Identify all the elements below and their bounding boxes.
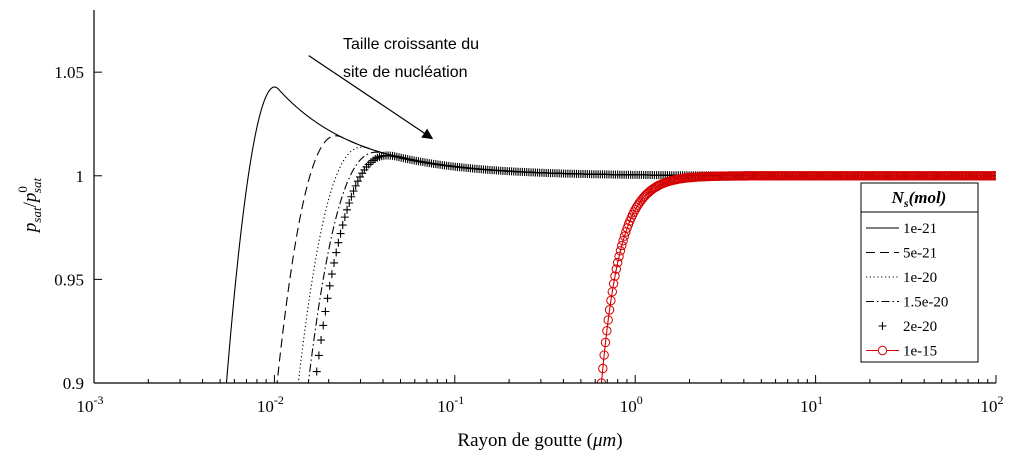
- series-marker: [351, 181, 360, 190]
- series-marker: [356, 172, 365, 181]
- legend-item: 2e-20: [878, 319, 937, 335]
- series-marker: [990, 171, 996, 181]
- series-marker: [598, 363, 608, 374]
- series-marker: [630, 204, 640, 215]
- legend-item: 1e-21: [866, 221, 937, 237]
- series-marker: [321, 307, 330, 316]
- legend-label: 1e-20: [903, 270, 937, 286]
- legend: Ns(mol) 1e-21 5e-21 1e-20 1.5e-20 2e-20 1e-15: [860, 182, 979, 363]
- x-axis-label: Rayon de goutte (μm): [457, 430, 622, 451]
- series-marker: [618, 236, 628, 246]
- legend-title: Ns(mol): [891, 188, 947, 210]
- legend-label: 2e-20: [903, 319, 937, 335]
- legend-items: 1e-21 5e-21 1e-20 1.5e-20 2e-20 1e-15: [866, 221, 948, 360]
- y-tick-label: 0.9: [63, 374, 84, 393]
- series-marker: [327, 270, 336, 279]
- series-marker: [606, 295, 616, 306]
- series-marker: [334, 238, 343, 247]
- series-marker: [599, 350, 609, 360]
- x-tick-label: 10-3: [77, 393, 104, 416]
- series-marker: [353, 177, 362, 186]
- series-marker: [610, 271, 620, 281]
- series-marker: [314, 351, 323, 360]
- series-marker: [611, 264, 622, 274]
- series-marker: [317, 336, 326, 345]
- legend-item: 1e-15: [866, 344, 937, 360]
- series-marker: [325, 281, 334, 290]
- legend-label: 1e-21: [903, 221, 937, 237]
- series-marker: [603, 315, 613, 325]
- y-tick-label: 0.95: [54, 270, 84, 289]
- series-marker: [617, 240, 627, 251]
- y-tick-label: 1.05: [54, 63, 84, 82]
- series-marker: [340, 213, 349, 222]
- series-marker: [343, 205, 352, 214]
- series-marker: [349, 187, 358, 196]
- series-marker: [312, 367, 321, 376]
- series-1e-15: [596, 171, 996, 383]
- legend-label: 1e-15: [903, 344, 937, 360]
- series-marker: [319, 321, 328, 330]
- series-marker: [345, 198, 354, 207]
- x-tick-label: 101: [800, 393, 823, 416]
- series-marker: [600, 337, 611, 348]
- annotation-line-1: Taille croissante du: [343, 36, 479, 53]
- series-marker: [308, 402, 316, 410]
- x-tick-label: 100: [620, 393, 643, 416]
- annotation-line-2: site de nucléation: [343, 64, 468, 81]
- x-tick-label: 10-2: [257, 393, 284, 416]
- series-marker: [615, 246, 626, 256]
- series-marker: [614, 251, 624, 262]
- legend-box: [860, 182, 979, 363]
- annotation-arrow: [308, 55, 434, 140]
- legend-item: 1e-20: [866, 270, 937, 286]
- series-marker: [619, 231, 630, 241]
- legend-label: 1.5e-20: [903, 295, 948, 311]
- legend-item: 1.5e-20: [866, 295, 948, 311]
- series-line: [600, 175, 996, 383]
- series-marker: [311, 384, 319, 392]
- series-marker: [612, 257, 623, 268]
- x-tick-label: 10-1: [437, 393, 464, 416]
- legend-swatch-marker: [877, 345, 888, 356]
- series-marker: [629, 207, 639, 217]
- series-marker: [347, 192, 356, 201]
- legend-label: 5e-21: [903, 246, 937, 262]
- y-axis-label: psat/p0sat: [15, 178, 44, 235]
- series-marker: [336, 229, 345, 238]
- series-marker: [604, 305, 615, 315]
- y-tick-label: 1: [76, 167, 85, 186]
- series-marker: [375, 152, 384, 161]
- series-marker: [332, 248, 341, 257]
- series-marker: [323, 294, 332, 303]
- series-marker: [608, 278, 619, 289]
- legend-swatch: [878, 322, 887, 330]
- series-marker: [306, 420, 314, 428]
- series-layer: [225, 86, 996, 428]
- series-marker: [602, 326, 612, 336]
- series-marker: [330, 258, 339, 267]
- series-marker: [338, 221, 347, 230]
- legend-item: 5e-21: [866, 246, 937, 262]
- x-tick-label: 102: [981, 393, 1004, 416]
- tick-layer: 10-3 10-2 10-1 100 101 102 0.9 0.95 1 1.05: [54, 63, 1003, 416]
